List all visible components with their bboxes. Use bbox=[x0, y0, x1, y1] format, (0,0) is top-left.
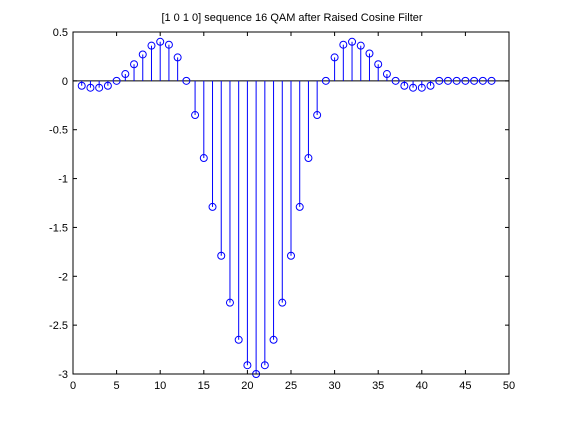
stem-marker bbox=[304, 154, 313, 163]
stem-marker bbox=[191, 111, 200, 120]
stem-marker bbox=[356, 41, 365, 50]
stem-marker bbox=[400, 81, 409, 90]
stem-marker bbox=[182, 76, 191, 85]
y-tick-label: -0.5 bbox=[49, 125, 68, 137]
x-tick-label: 25 bbox=[285, 380, 297, 392]
stem-marker bbox=[199, 154, 208, 163]
stem-marker bbox=[382, 70, 391, 79]
y-tick-label: -2 bbox=[58, 271, 68, 283]
x-axis-ticks: 0 5 10 15 20 25 30 35 40 45 50 bbox=[70, 32, 515, 392]
stem-marker bbox=[330, 53, 339, 62]
stem-marker bbox=[86, 83, 95, 92]
plot-marks bbox=[73, 37, 509, 378]
chart-title: [1 0 1 0] sequence 16 QAM after Raised C… bbox=[161, 12, 422, 24]
y-tick-label: -1.5 bbox=[49, 222, 68, 234]
stem-marker bbox=[138, 50, 147, 59]
stem-marker bbox=[269, 335, 278, 344]
stem-marker bbox=[164, 40, 173, 49]
x-tick-label: 0 bbox=[70, 380, 76, 392]
stem-marker bbox=[234, 335, 243, 344]
stem-marker bbox=[435, 76, 444, 85]
y-tick-label: -3 bbox=[58, 369, 68, 381]
x-tick-label: 40 bbox=[416, 380, 428, 392]
stem-marker bbox=[243, 361, 252, 370]
x-tick-label: 50 bbox=[503, 380, 515, 392]
y-tick-label: 0.5 bbox=[53, 27, 68, 39]
stem-marker bbox=[313, 111, 322, 120]
stem-marker bbox=[374, 60, 383, 69]
stem-marker bbox=[77, 81, 86, 90]
y-axis-ticks: 0.5 0 -0.5 -1 -1.5 -2 -2.5 -3 bbox=[49, 27, 509, 381]
stem-marker bbox=[417, 83, 426, 92]
stem-marker bbox=[112, 76, 121, 85]
x-tick-label: 35 bbox=[372, 380, 384, 392]
stem-marker bbox=[443, 76, 452, 85]
x-tick-label: 10 bbox=[154, 380, 166, 392]
x-tick-label: 5 bbox=[114, 380, 120, 392]
stem-marker bbox=[208, 202, 217, 211]
stem-marker bbox=[478, 76, 487, 85]
stem-marker bbox=[121, 70, 130, 79]
stem-marker bbox=[487, 76, 496, 85]
stem-marker bbox=[348, 37, 357, 46]
stem-marker bbox=[103, 81, 112, 90]
y-tick-label: -2.5 bbox=[49, 320, 68, 332]
stem-marker bbox=[295, 202, 304, 211]
stem-marker bbox=[321, 76, 330, 85]
stem-marker bbox=[156, 37, 165, 46]
stem-marker bbox=[130, 60, 139, 69]
y-tick-label: -1 bbox=[58, 174, 68, 186]
stem-marker bbox=[260, 361, 269, 370]
stem-marker bbox=[278, 298, 287, 307]
stem-marker bbox=[365, 49, 374, 58]
stem-marker bbox=[391, 76, 400, 85]
x-tick-label: 15 bbox=[198, 380, 210, 392]
stem-marker bbox=[147, 41, 156, 50]
x-tick-label: 20 bbox=[241, 380, 253, 392]
stem-marker bbox=[452, 76, 461, 85]
stem-marker bbox=[426, 81, 435, 90]
stem-marker bbox=[409, 83, 418, 92]
x-tick-label: 30 bbox=[328, 380, 340, 392]
stem-marker bbox=[95, 83, 104, 92]
stem-marker bbox=[287, 251, 295, 260]
stem-marker bbox=[461, 76, 470, 85]
stem-marker bbox=[217, 251, 226, 260]
stem-marker bbox=[225, 298, 234, 307]
stem-marker bbox=[173, 53, 182, 62]
stem-marker bbox=[470, 76, 479, 85]
x-tick-label: 45 bbox=[459, 380, 471, 392]
y-tick-label: 0 bbox=[62, 76, 68, 88]
stem-marker bbox=[339, 40, 348, 49]
